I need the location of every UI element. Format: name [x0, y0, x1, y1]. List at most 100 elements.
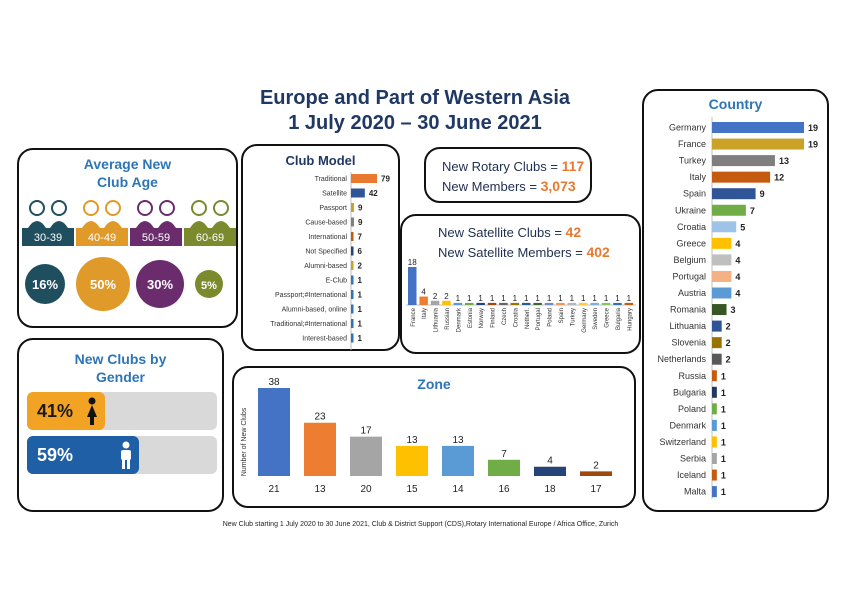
zone-bar [304, 422, 336, 476]
country-value-label: 4 [735, 289, 740, 299]
zone-ylabel: Number of New Clubs [241, 407, 248, 476]
country-category-label: Turkey [679, 156, 707, 166]
club-model-bar [351, 232, 354, 241]
gender-panel: New Clubs by Gender 41% 59% [17, 338, 224, 512]
new-members-label: New Members = [442, 179, 541, 194]
satellite-bar [544, 302, 554, 305]
country-bar [712, 188, 756, 200]
country-category-label: Portugal [672, 271, 706, 281]
country-bar [712, 138, 804, 150]
satellite-bar [567, 302, 577, 305]
country-category-label: Spain [683, 189, 706, 199]
country-category-label: Italy [689, 172, 706, 182]
country-category-label: Malta [684, 487, 706, 497]
satellite-chart: 18 France 4 Italy 2 Lithuania 2 Russian 1 Denmark… [406, 258, 636, 333]
person-body-icon [212, 221, 230, 228]
country-value-label: 2 [726, 355, 731, 365]
person-head-icon [105, 200, 121, 216]
age-percent-label: 16% [32, 277, 58, 292]
country-category-label: France [678, 139, 706, 149]
country-value-label: 1 [721, 487, 726, 497]
satellite-category-label: France [411, 307, 417, 326]
country-category-label: Denmark [669, 420, 706, 430]
club-model-bar [351, 261, 354, 270]
country-value-label: 4 [735, 255, 740, 265]
club-model-value-label: 9 [358, 204, 363, 213]
zone-bar [442, 445, 474, 476]
country-title: Country [708, 96, 763, 112]
satellite-bar [556, 302, 565, 305]
country-category-label: Bulgaria [673, 387, 706, 397]
club-model-category-label: Passport;#International [275, 292, 347, 299]
country-bar [712, 122, 804, 133]
country-category-label: Ukraine [675, 205, 706, 215]
age-graphic: 30-39 16% 40-49 50% 50-59 30% 60-69 5% [22, 200, 236, 311]
country-bar [712, 337, 722, 349]
new-members-value: 3,073 [540, 178, 576, 194]
satellite-bar [408, 267, 417, 305]
person-body-icon [136, 221, 154, 228]
age-band-box [76, 228, 128, 246]
age-percent-label: 5% [201, 280, 217, 292]
country-value-label: 2 [726, 338, 731, 348]
age-band-label: 30-39 [34, 232, 62, 244]
country-value-label: 1 [721, 454, 726, 464]
satellite-bar [601, 302, 611, 305]
satellite-value-label: 2 [444, 292, 449, 301]
club-model-bar [351, 203, 354, 212]
satellite-value-label: 1 [547, 294, 552, 303]
person-body-icon [104, 221, 122, 228]
male-icon [121, 441, 132, 469]
sat-members-value: 402 [586, 244, 610, 260]
country-bar [712, 270, 732, 282]
country-value-label: 9 [760, 189, 765, 199]
satellite-category-label: Netherl. [525, 308, 531, 329]
satellite-bar [613, 302, 622, 305]
satellite-bar [465, 302, 474, 305]
country-bar [712, 221, 737, 233]
club-model-value-label: 1 [358, 334, 363, 343]
satellite-value-label: 1 [490, 294, 495, 303]
country-bar [712, 304, 727, 316]
satellite-value-label: 1 [456, 294, 461, 303]
person-body-icon [82, 221, 100, 228]
satellite-bar [510, 302, 520, 305]
male-percent: 59% [37, 445, 74, 465]
country-category-label: Romania [670, 305, 706, 315]
club-model-bar [351, 217, 354, 227]
country-bar [712, 287, 732, 299]
country-bar [712, 204, 746, 216]
satellite-category-label: Estonia [468, 307, 474, 328]
satellite-category-label: Bulgaria [616, 307, 622, 330]
club-model-value-label: 9 [358, 218, 363, 227]
female-bar-fill: 41% [27, 392, 105, 430]
country-value-label: 19 [808, 140, 818, 150]
satellite-category-label: Finland [491, 308, 497, 328]
zone-category-label: 16 [498, 484, 510, 495]
country-value-label: 5 [740, 222, 745, 232]
age-band-box [22, 228, 74, 246]
club-model-bar [351, 333, 354, 343]
satellite-value-label: 1 [627, 294, 632, 303]
satellite-value-label: 1 [581, 294, 586, 303]
age-band-label: 60-69 [196, 232, 224, 244]
zone-title: Zone [417, 376, 451, 392]
satellite-category-label: Turkey [570, 308, 576, 326]
club-model-category-label: Passport [319, 205, 347, 212]
club-model-value-label: 42 [369, 189, 378, 198]
satellite-bar [579, 302, 588, 305]
zone-value-label: 7 [501, 449, 507, 460]
person-body-icon [28, 221, 46, 228]
club-model-value-label: 6 [358, 247, 363, 256]
country-bar [712, 386, 717, 398]
age-band-label: 50-59 [142, 232, 170, 244]
age-title-line-1: Average New [83, 156, 172, 172]
title-line-1: Europe and Part of Western Asia [259, 87, 571, 109]
age-percent-circle [195, 270, 223, 298]
country-panel: Country Germany 19 France 19 Turkey 13 Italy 12… [642, 89, 829, 512]
country-category-label: Russia [678, 371, 706, 381]
zone-category-label: 21 [268, 484, 280, 495]
footer-note: New Club starting 1 July 2020 to 30 June… [222, 521, 619, 528]
club-model-category-label: Not Specified [305, 249, 347, 256]
